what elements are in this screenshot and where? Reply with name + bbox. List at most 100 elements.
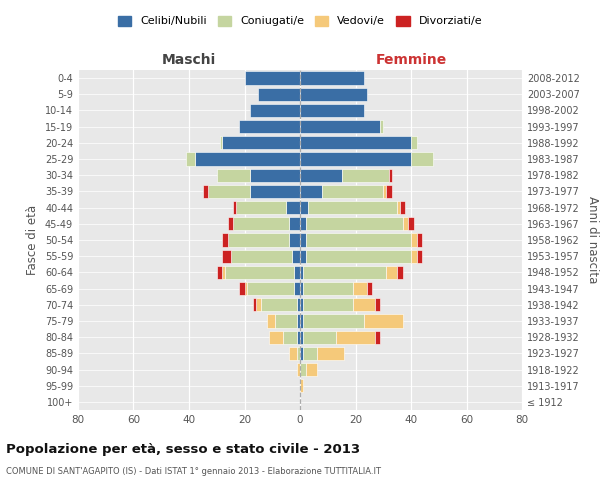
Bar: [297, 330, 300, 344]
Text: Popolazione per età, sesso e stato civile - 2013: Popolazione per età, sesso e stato civil…: [6, 442, 360, 456]
Bar: [300, 363, 305, 376]
Y-axis label: Fasce di età: Fasce di età: [26, 205, 39, 275]
Bar: [303, 314, 364, 328]
Bar: [300, 72, 364, 85]
Bar: [300, 201, 308, 214]
Bar: [403, 217, 408, 230]
Bar: [223, 234, 228, 246]
Bar: [336, 330, 375, 344]
Bar: [303, 346, 317, 360]
Bar: [300, 346, 303, 360]
Bar: [416, 250, 422, 263]
Bar: [256, 298, 261, 312]
Bar: [233, 201, 236, 214]
Bar: [300, 282, 303, 295]
Bar: [300, 168, 341, 182]
Bar: [380, 120, 383, 134]
Bar: [289, 217, 300, 230]
Bar: [289, 346, 297, 360]
Bar: [305, 250, 411, 263]
Bar: [303, 298, 353, 312]
Text: Femmine: Femmine: [376, 53, 446, 67]
Bar: [416, 234, 422, 246]
Bar: [397, 266, 403, 279]
Bar: [386, 185, 392, 198]
Bar: [247, 282, 295, 295]
Bar: [286, 201, 300, 214]
Bar: [297, 298, 300, 312]
Bar: [275, 314, 297, 328]
Bar: [253, 298, 256, 312]
Bar: [300, 250, 305, 263]
Bar: [292, 250, 300, 263]
Bar: [208, 185, 250, 198]
Bar: [300, 185, 322, 198]
Bar: [245, 72, 300, 85]
Bar: [297, 314, 300, 328]
Bar: [194, 152, 300, 166]
Bar: [303, 266, 386, 279]
Bar: [408, 217, 414, 230]
Bar: [261, 298, 297, 312]
Bar: [297, 363, 300, 376]
Bar: [295, 282, 300, 295]
Bar: [367, 282, 372, 295]
Bar: [322, 185, 383, 198]
Bar: [300, 136, 411, 149]
Bar: [220, 136, 223, 149]
Bar: [233, 217, 289, 230]
Bar: [375, 330, 380, 344]
Bar: [411, 136, 416, 149]
Bar: [203, 185, 208, 198]
Bar: [386, 266, 397, 279]
Bar: [389, 168, 392, 182]
Bar: [411, 234, 416, 246]
Bar: [228, 234, 289, 246]
Bar: [353, 282, 367, 295]
Bar: [375, 298, 380, 312]
Legend: Celibi/Nubili, Coniugati/e, Vedovi/e, Divorziati/e: Celibi/Nubili, Coniugati/e, Vedovi/e, Di…: [118, 16, 482, 26]
Bar: [250, 104, 300, 117]
Bar: [239, 120, 300, 134]
Bar: [300, 379, 303, 392]
Bar: [300, 104, 364, 117]
Bar: [317, 346, 344, 360]
Bar: [383, 185, 386, 198]
Bar: [297, 346, 300, 360]
Bar: [250, 168, 300, 182]
Bar: [300, 120, 380, 134]
Bar: [300, 88, 367, 101]
Bar: [300, 298, 303, 312]
Y-axis label: Anni di nascita: Anni di nascita: [586, 196, 599, 284]
Bar: [303, 330, 336, 344]
Bar: [341, 168, 389, 182]
Bar: [300, 152, 411, 166]
Bar: [364, 314, 403, 328]
Bar: [223, 266, 225, 279]
Bar: [300, 266, 303, 279]
Bar: [245, 282, 247, 295]
Bar: [305, 234, 411, 246]
Bar: [236, 201, 286, 214]
Bar: [223, 136, 300, 149]
Bar: [225, 266, 295, 279]
Bar: [230, 250, 292, 263]
Bar: [295, 266, 300, 279]
Bar: [300, 217, 305, 230]
Bar: [300, 234, 305, 246]
Bar: [217, 168, 250, 182]
Bar: [411, 250, 416, 263]
Bar: [267, 314, 275, 328]
Bar: [289, 234, 300, 246]
Bar: [228, 217, 233, 230]
Bar: [353, 298, 375, 312]
Bar: [397, 201, 400, 214]
Bar: [300, 330, 303, 344]
Bar: [300, 314, 303, 328]
Bar: [250, 185, 300, 198]
Bar: [411, 152, 433, 166]
Bar: [283, 330, 297, 344]
Bar: [239, 282, 245, 295]
Bar: [223, 250, 230, 263]
Bar: [269, 330, 283, 344]
